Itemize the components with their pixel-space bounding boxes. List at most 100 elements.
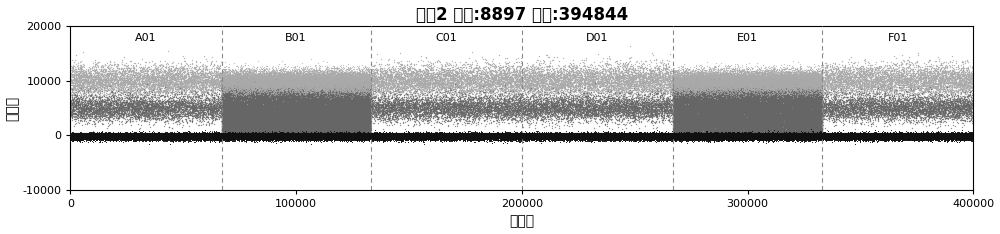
Point [947,134,963,138]
Point [578,134,594,137]
Point [437,137,453,141]
Point [682,79,698,82]
Point [710,112,726,115]
Point [588,133,604,137]
Point [517,135,533,139]
Point [742,114,758,117]
Point [261,94,277,98]
Point [263,79,279,83]
Point [931,57,947,61]
Point [561,135,577,138]
Point [308,115,324,118]
Point [219,123,235,127]
Point [663,135,679,138]
Point [862,131,878,135]
Point [142,132,158,135]
Point [285,84,301,88]
Point [702,125,718,129]
Point [716,108,732,111]
Point [678,120,694,123]
Point [267,120,283,124]
Point [792,122,808,126]
Point [332,134,348,137]
Point [720,79,736,83]
Point [741,70,757,74]
Point [748,93,764,97]
Point [290,112,306,116]
Point [812,80,828,84]
Point [756,81,772,85]
Point [653,136,669,140]
Point [716,88,732,92]
Point [803,80,819,84]
Point [217,97,233,101]
Point [155,91,171,94]
Point [591,132,607,136]
Point [769,133,785,137]
Point [333,101,349,104]
Point [912,135,928,139]
Point [887,136,903,140]
Point [352,88,368,92]
Point [765,78,781,81]
Point [259,78,275,82]
Point [767,134,783,138]
Point [701,134,717,137]
Point [250,75,266,79]
Point [120,133,136,137]
Point [367,138,383,142]
Point [332,93,348,97]
Point [203,61,219,65]
Point [334,133,350,137]
Point [778,78,794,82]
Point [333,108,349,112]
Point [932,137,948,140]
Point [305,92,321,96]
Point [670,101,686,105]
Point [280,80,296,84]
Point [570,102,586,106]
Point [449,75,465,79]
Point [680,94,696,97]
Point [269,132,285,136]
Point [655,136,671,139]
Point [221,132,237,135]
Point [721,97,737,100]
Point [386,136,402,139]
Point [288,136,304,140]
Point [404,134,420,138]
Point [312,111,328,115]
Point [801,103,817,107]
Point [761,85,777,89]
Point [265,135,281,138]
Point [835,135,851,138]
Point [790,135,806,138]
Point [809,79,825,82]
Point [615,79,631,83]
Point [241,94,257,98]
Point [829,139,845,142]
Point [784,133,800,137]
Point [350,89,366,93]
Point [741,91,757,95]
Point [811,110,827,114]
Point [150,117,166,120]
Point [339,118,355,122]
Point [361,135,377,139]
Point [274,91,290,95]
Point [927,73,943,77]
Point [247,138,263,142]
Point [775,119,791,123]
Point [336,106,352,110]
Point [232,83,248,87]
Point [778,82,794,85]
Point [353,104,369,108]
Point [633,134,649,137]
Point [573,135,589,139]
Point [912,137,928,140]
Point [388,135,404,139]
Point [947,113,963,117]
Point [894,135,910,139]
Point [715,99,731,103]
Point [944,87,960,91]
